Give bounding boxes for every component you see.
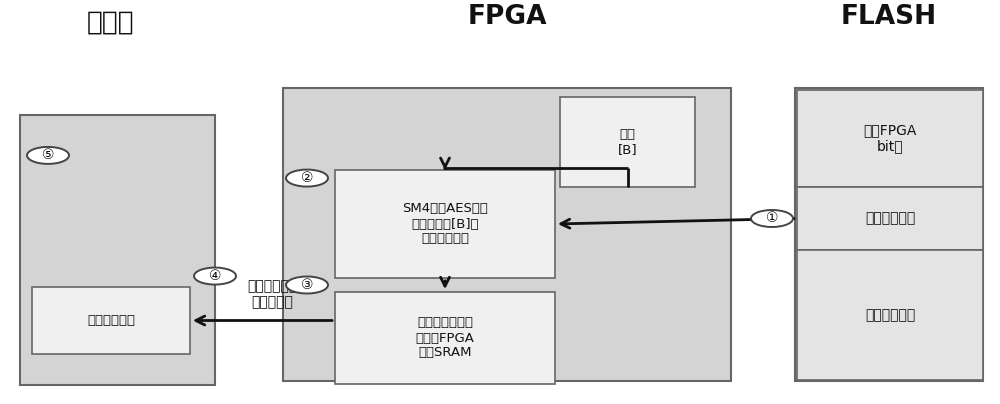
Bar: [335, 292, 555, 384]
Text: ②: ②: [301, 171, 313, 185]
Circle shape: [27, 147, 69, 164]
Text: 加密引导程序: 加密引导程序: [865, 212, 915, 225]
Circle shape: [286, 170, 328, 187]
Text: 启动处理器加
载引导程序: 启动处理器加 载引导程序: [247, 279, 298, 309]
Bar: [32, 287, 190, 354]
Text: 加密应用程序: 加密应用程序: [865, 308, 915, 322]
Text: 处理器: 处理器: [87, 9, 135, 35]
Text: 密鑰
[B]: 密鑰 [B]: [618, 128, 637, 156]
Bar: [797, 187, 983, 250]
Text: 解密后的引导程
序放入FPGA
内部SRAM: 解密后的引导程 序放入FPGA 内部SRAM: [416, 316, 474, 360]
Bar: [283, 88, 731, 381]
Text: ①: ①: [766, 212, 778, 225]
Text: 加密FPGA
bit流: 加密FPGA bit流: [863, 123, 917, 154]
Bar: [797, 250, 983, 380]
Circle shape: [286, 276, 328, 293]
Bar: [20, 115, 215, 385]
Bar: [560, 97, 695, 187]
Circle shape: [194, 267, 236, 284]
Text: ⑤: ⑤: [42, 148, 54, 162]
Text: ④: ④: [209, 269, 221, 283]
Text: 运行引导程序: 运行引导程序: [87, 314, 135, 327]
Bar: [795, 88, 983, 381]
Bar: [335, 170, 555, 278]
Text: FPGA: FPGA: [467, 4, 547, 30]
Text: FLASH: FLASH: [841, 4, 937, 30]
Text: ③: ③: [301, 278, 313, 292]
Bar: [797, 90, 983, 187]
Text: SM4（或AES）算
法采用密鑰[B]对
引导程序解密: SM4（或AES）算 法采用密鑰[B]对 引导程序解密: [402, 202, 488, 246]
Circle shape: [751, 210, 793, 227]
